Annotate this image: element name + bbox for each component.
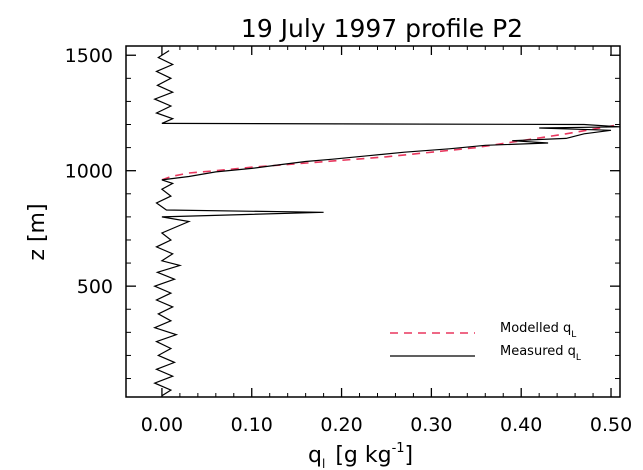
chart-title: 19 July 1997 profile P2 xyxy=(241,14,523,43)
x-tick-label: 0.40 xyxy=(500,414,542,436)
y-tick-label: 500 xyxy=(77,276,113,298)
y-axis-label: z [m] xyxy=(25,203,50,260)
x-tick-label: 0.10 xyxy=(231,414,273,436)
x-tick-label: 0.20 xyxy=(320,414,362,436)
y-axis: 500 1000 1500 xyxy=(65,45,620,380)
x-tick-label: 0.30 xyxy=(410,414,452,436)
series-modelled-line xyxy=(161,123,621,181)
plot-frame xyxy=(125,45,621,398)
series-layer xyxy=(152,50,621,397)
legend-label-modelled: Modelled qL xyxy=(500,321,576,340)
x-tick-label: 0.50 xyxy=(590,414,632,436)
y-tick-label: 1000 xyxy=(65,161,113,183)
series-measured-line xyxy=(152,50,621,397)
legend-label-measured: Measured qL xyxy=(500,344,581,363)
x-axis-label: ql [g kg-1] xyxy=(308,441,413,470)
x-tick-label: 0.00 xyxy=(141,414,183,436)
legend: Modelled qL Measured qL xyxy=(390,321,581,363)
x-axis: 0.00 0.10 0.20 0.30 0.40 0.50 xyxy=(141,46,632,436)
y-tick-label: 1500 xyxy=(65,45,113,67)
